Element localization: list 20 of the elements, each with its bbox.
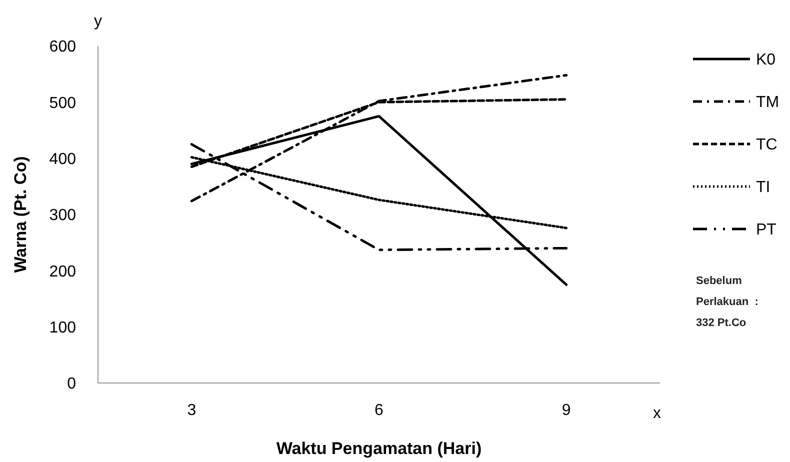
legend-label: K0 — [756, 52, 776, 69]
legend-label: TM — [756, 94, 780, 112]
y-axis-title: Warna (Pt. Co) — [11, 156, 30, 273]
text: y — [94, 13, 102, 30]
legend-label: PT — [756, 222, 777, 239]
y-tick-label: 0 — [67, 376, 76, 393]
y-tick-label: 600 — [49, 38, 76, 56]
x-tick-label: 3 — [187, 402, 196, 419]
y-tick-label: 100 — [49, 319, 76, 336]
text: Sebelum Perlakuan : 332 Pt.Co — [696, 275, 758, 329]
x-axis-title: Waktu Pengamatan (Hari) — [276, 439, 482, 458]
legend-label: TC — [756, 136, 778, 154]
y-tick-label: 300 — [49, 207, 76, 224]
y-tick-label: 500 — [49, 94, 76, 112]
x-tick-label: 6 — [374, 402, 384, 419]
text: x — [653, 405, 661, 422]
legend-label: TI — [756, 179, 770, 196]
y-tick-label: 400 — [49, 150, 76, 168]
x-tick-label: 9 — [562, 402, 571, 419]
y-tick-label: 200 — [49, 263, 76, 280]
